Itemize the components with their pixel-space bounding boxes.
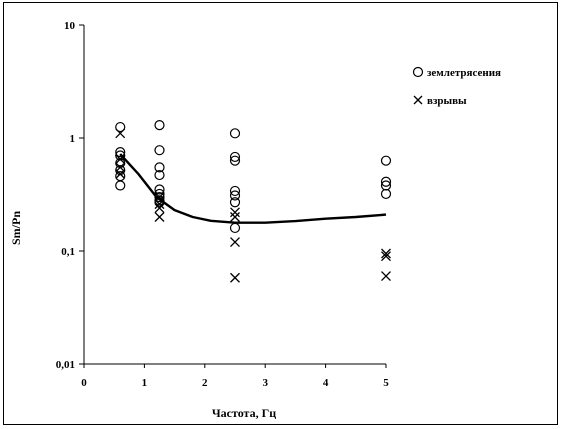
- explosion-point: [154, 212, 165, 222]
- explosion-point: [230, 272, 240, 283]
- tick-labels: 0,01 0,1 1 10 0 1 2 3 4 5: [56, 20, 390, 389]
- explosion-point: [230, 207, 240, 218]
- x-tick-label: 5: [383, 377, 389, 389]
- legend-label-explosions: взрывы: [427, 95, 467, 107]
- legend-label-earthquakes: землетрясения: [427, 67, 501, 79]
- earthquake-point: [229, 197, 241, 208]
- earthquake-point: [380, 176, 392, 187]
- trend-line: [119, 153, 387, 224]
- x-tick-label: 0: [81, 377, 87, 389]
- earthquake-point: [229, 128, 241, 139]
- earthquake-point: [229, 190, 241, 201]
- earthquake-point: [229, 222, 241, 234]
- axes: [79, 24, 387, 368]
- earthquake-point: [229, 155, 241, 166]
- earthquake-point: [154, 120, 165, 131]
- explosion-point: [115, 128, 126, 139]
- earthquake-point: [115, 121, 126, 133]
- y-tick-label: 0,1: [61, 246, 75, 258]
- earthquake-point: [154, 162, 165, 173]
- earthquake-point: [115, 180, 126, 191]
- x-tick-label: 2: [202, 377, 208, 389]
- x-axis-label: Частота, Гц: [212, 406, 276, 420]
- earthquake-point: [229, 185, 241, 197]
- explosion-point: [230, 212, 240, 222]
- explosion-point: [230, 237, 240, 248]
- earthquake-point: [154, 184, 165, 195]
- chart-frame: [3, 2, 558, 425]
- earthquake-point: [154, 169, 165, 181]
- y-tick-label: 0,01: [56, 359, 75, 371]
- y-axis-label: Sm/Pn: [9, 211, 23, 245]
- earthquake-point: [154, 145, 165, 156]
- earthquake-point: [115, 171, 126, 182]
- earthquake-point: [380, 155, 392, 166]
- x-tick-label: 3: [262, 377, 268, 389]
- legend-circle-marker: [412, 66, 424, 78]
- explosion-point: [381, 251, 391, 262]
- legend: землетрясения взрывы: [412, 66, 501, 107]
- x-tick-label: 4: [323, 377, 329, 389]
- x-tick-label: 1: [142, 377, 148, 389]
- y-tick-label: 1: [70, 133, 76, 145]
- explosion-point: [381, 271, 391, 282]
- earthquake-point: [229, 151, 241, 163]
- explosion-point: [115, 169, 126, 179]
- earthquake-point: [380, 188, 392, 200]
- explosion-point: [381, 248, 391, 259]
- earthquake-point: [115, 147, 126, 158]
- y-tick-label: 10: [64, 20, 76, 32]
- data-marks: [115, 120, 392, 283]
- legend-x-marker: [413, 95, 423, 105]
- explosion-point: [154, 203, 165, 213]
